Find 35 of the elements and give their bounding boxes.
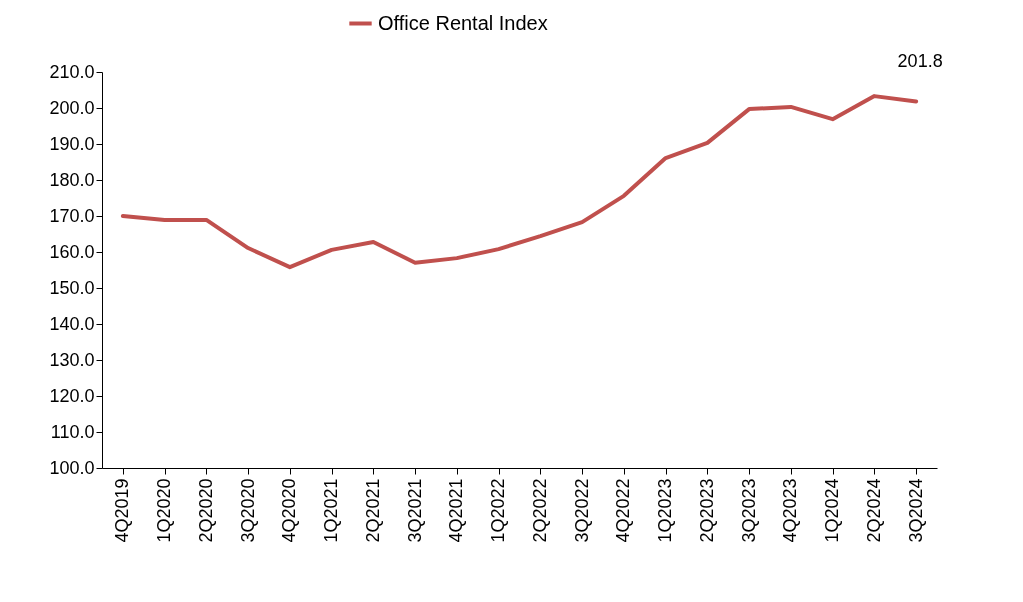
x-tick-label: 2Q2020 [195, 478, 216, 543]
data-label: 201.8 [897, 50, 943, 71]
x-tick-label: 2Q2022 [529, 478, 550, 543]
y-tick-label: 150.0 [49, 277, 95, 298]
x-tick-label: 3Q2024 [905, 478, 926, 543]
y-tick-label: 170.0 [49, 205, 95, 226]
x-tick-label: 1Q2024 [822, 478, 843, 543]
x-tick-label: 1Q2022 [488, 478, 509, 543]
x-tick-label: 2Q2024 [863, 478, 884, 543]
y-tick-label: 140.0 [49, 313, 95, 334]
x-tick-label: 3Q2023 [738, 478, 759, 543]
legend-label: Office Rental Index [378, 11, 548, 34]
y-tick-label: 100.0 [49, 457, 95, 478]
y-tick-label: 110.0 [50, 421, 95, 442]
x-tick-label: 2Q2021 [362, 478, 383, 543]
x-tick-label: 3Q2020 [237, 478, 258, 543]
x-tick-label: 1Q2021 [321, 478, 342, 543]
y-tick-label: 130.0 [49, 349, 95, 370]
y-tick-label: 180.0 [49, 169, 95, 190]
x-tick-label: 2Q2023 [696, 478, 717, 543]
y-tick-label: 160.0 [49, 241, 95, 262]
x-tick-label: 1Q2020 [154, 478, 175, 543]
line-series [120, 94, 919, 270]
x-tick-label: 4Q2022 [613, 478, 634, 543]
y-tick-label: 190.0 [49, 133, 95, 154]
y-tick-label: 210.0 [49, 61, 95, 82]
y-tick-label: 200.0 [49, 97, 95, 118]
x-tick-label: 4Q2020 [279, 478, 300, 543]
x-tick-label: 3Q2022 [571, 478, 592, 543]
x-tick-label: 4Q2021 [446, 478, 467, 543]
y-tick-label: 120.0 [49, 385, 95, 406]
x-tick-label: 4Q2019 [112, 478, 133, 543]
x-tick-label: 3Q2021 [404, 478, 425, 543]
x-tick-label: 1Q2023 [655, 478, 676, 543]
x-tick-label: 4Q2023 [780, 478, 801, 543]
